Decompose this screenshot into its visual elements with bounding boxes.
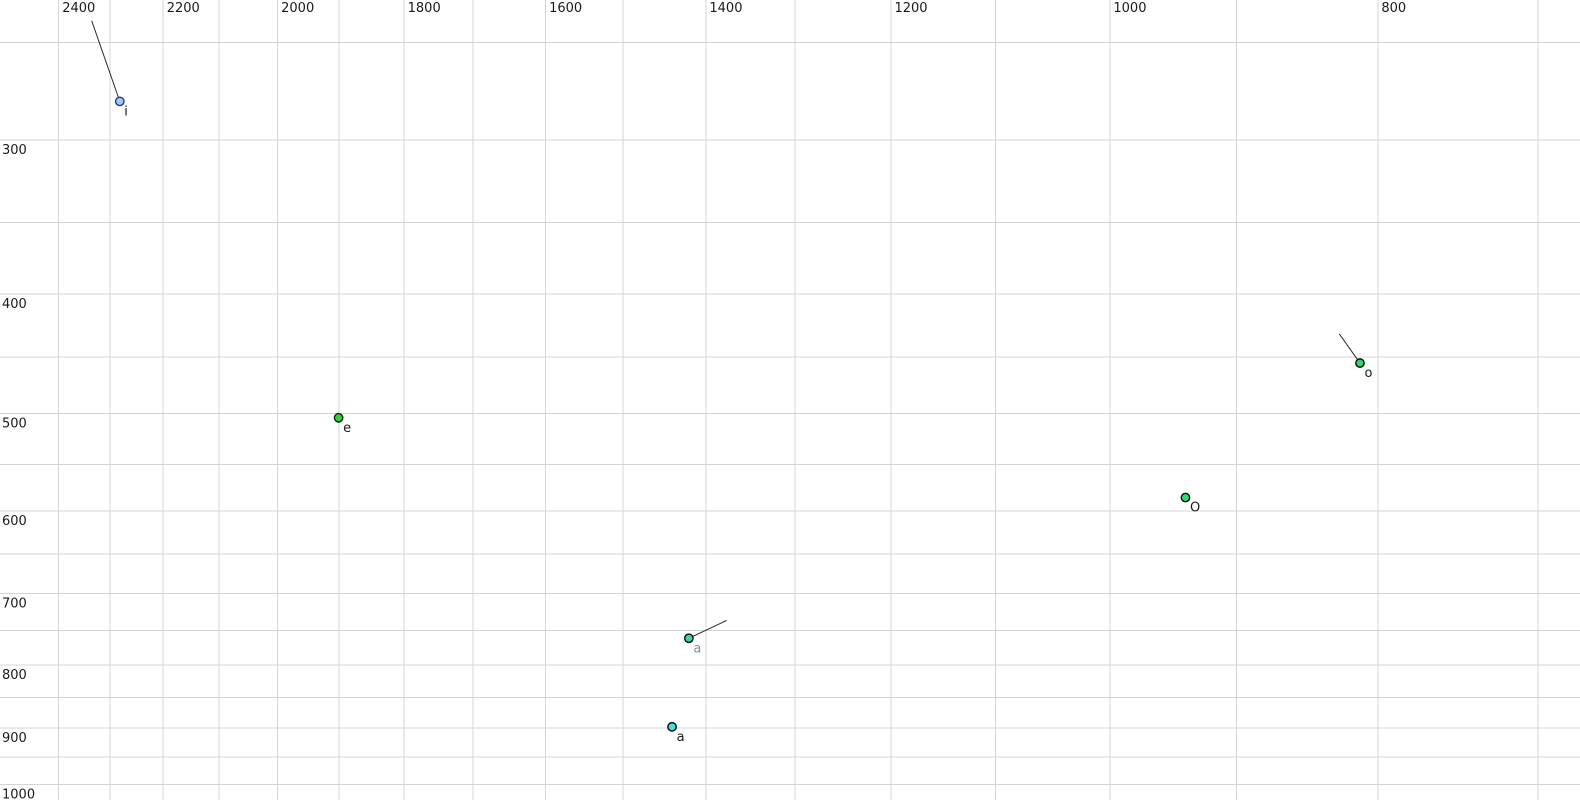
vowel-label-O: O	[1190, 501, 1200, 516]
y-tick-label-700: 700	[2, 597, 27, 612]
vowel-label-e: e	[343, 421, 351, 436]
y-tick-label-800: 800	[2, 668, 27, 683]
leader-line-o	[1339, 333, 1361, 364]
vowel-label-i: i	[124, 104, 128, 119]
vowel-label-o: o	[1364, 366, 1372, 381]
x-tick-label-1600: 1600	[549, 1, 582, 16]
x-tick-label-1800: 1800	[408, 1, 441, 16]
x-tick-label-1400: 1400	[709, 1, 742, 16]
vowel-point-i[interactable]	[114, 96, 125, 107]
vowel-label-a: a	[677, 730, 685, 745]
vowel-point-a[interactable]	[683, 633, 694, 644]
x-tick-label-2000: 2000	[281, 1, 314, 16]
y-tick-label-900: 900	[2, 731, 27, 746]
leader-line-a	[688, 619, 727, 639]
leader-line-i	[91, 20, 121, 102]
x-tick-label-800: 800	[1381, 1, 1406, 16]
y-tick-label-300: 300	[2, 143, 27, 158]
x-tick-label-2200: 2200	[167, 1, 200, 16]
x-tick-label-2400: 2400	[62, 1, 95, 16]
y-tick-label-600: 600	[2, 514, 27, 529]
vowel-point-a[interactable]	[667, 721, 677, 732]
y-tick-label-1000: 1000	[2, 787, 35, 800]
vowel-point-o[interactable]	[1355, 358, 1365, 368]
vowel-label-a: a	[693, 641, 701, 656]
x-tick-label-1000: 1000	[1113, 1, 1146, 16]
x-tick-label-1200: 1200	[894, 1, 927, 16]
vowel-point-e[interactable]	[333, 412, 344, 423]
y-tick-label-500: 500	[2, 417, 27, 432]
vowel-point-O[interactable]	[1180, 492, 1191, 503]
y-tick-label-400: 400	[2, 297, 27, 312]
